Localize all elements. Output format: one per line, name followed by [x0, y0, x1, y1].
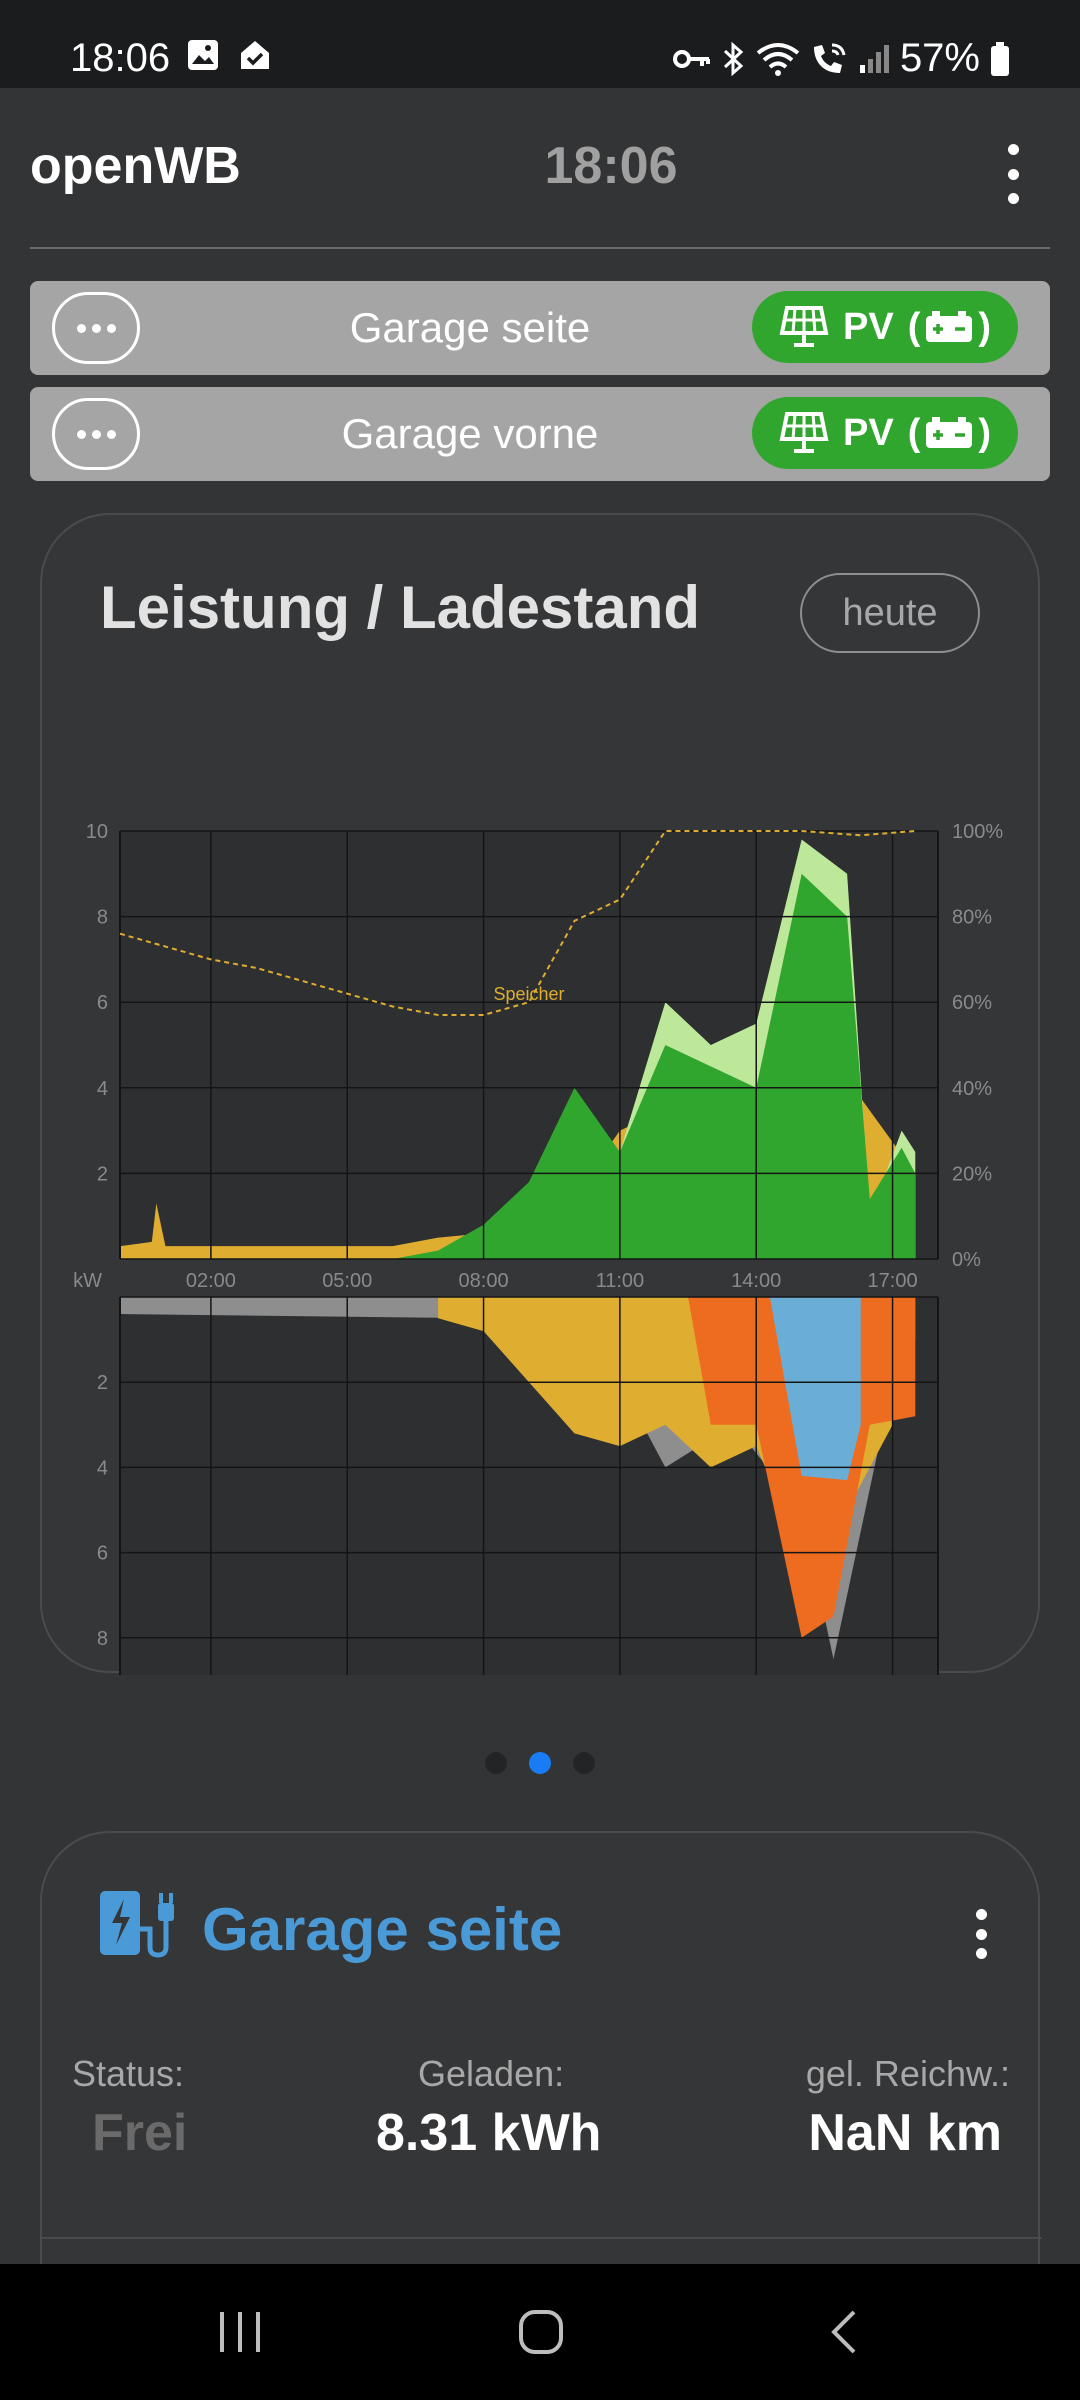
signal-icon [859, 44, 889, 73]
upper-y-tick: 8 [97, 907, 108, 929]
upper-y2-tick: 60% [952, 992, 992, 1014]
x-tick: 02:00 [186, 1270, 236, 1292]
carousel-dot-active[interactable] [529, 1752, 551, 1774]
upper-y-tick: 10 [86, 821, 108, 843]
upper-y-tick: 2 [97, 1163, 108, 1185]
power-card-title: Leistung / Ladestand [100, 574, 701, 641]
range-label: gel. Reichw.: [805, 2053, 1010, 2094]
x-tick: 11:00 [596, 1270, 645, 1292]
upper-y2-tick: 20% [952, 1163, 992, 1185]
x-tick: 14:00 [731, 1270, 781, 1292]
upper-y-tick: 4 [97, 1078, 108, 1100]
charged-value: 8.31 kWh [376, 2104, 602, 2162]
back-icon[interactable] [826, 2308, 860, 2356]
battery-icon [991, 41, 1009, 76]
carousel-dot[interactable] [573, 1752, 595, 1774]
upper-y2-tick: 100% [952, 821, 1003, 843]
recent-apps-icon[interactable] [218, 2308, 262, 2356]
header-clock: 18:06 [544, 137, 678, 195]
charging-station-icon [100, 1891, 174, 1958]
gallery-icon [188, 40, 218, 70]
charge-point-name: Garage seite [349, 304, 591, 351]
home-icon[interactable] [518, 2308, 564, 2356]
status-label: Status: [72, 2053, 185, 2094]
charged-label: Geladen: [418, 2053, 565, 2094]
x-tick: 05:00 [322, 1270, 372, 1292]
lower-y-tick: 2 [97, 1372, 108, 1394]
vpn-key-icon [672, 49, 710, 68]
pv-area [392, 873, 916, 1259]
upper-y2-tick: 40% [952, 1078, 992, 1100]
carousel-dot[interactable] [485, 1752, 507, 1774]
x-tick: 08:00 [459, 1270, 509, 1292]
charge-mode-label: PV [842, 305, 894, 348]
home-check-icon [241, 41, 269, 69]
charge-mode-button[interactable]: PV () [752, 291, 1018, 363]
charging-area [769, 1297, 861, 1481]
charge-point-name: Garage vorne [341, 410, 599, 457]
upper-y2-tick: 80% [952, 907, 992, 929]
lower-y-tick: 6 [97, 1543, 108, 1565]
more-options-button[interactable] [52, 398, 140, 470]
power-chart: Speicher 10 8 6 4 2 100% 80% 60% 40% 20% 0% 02:00 05:… [73, 821, 1003, 1675]
wifi-calling-icon [813, 43, 846, 73]
upper-y2-tick: 0% [952, 1249, 981, 1271]
card-divider [42, 2237, 1042, 2239]
header-divider [30, 247, 1050, 249]
charge-point-card-title: Garage seite [202, 1896, 563, 1963]
carousel-indicator [0, 1752, 1080, 1774]
navigation-bar [0, 2264, 1080, 2400]
period-select-button[interactable]: heute [800, 573, 980, 653]
charge-point-row: Garage vorne PV () [30, 387, 1050, 481]
soc-annotation: Speicher [493, 984, 564, 1004]
app-brand: openWB [30, 137, 241, 195]
battery-icon [926, 311, 973, 342]
battery-percent: 57% [899, 36, 980, 80]
more-options-button[interactable] [52, 292, 140, 364]
upper-y-tick: 6 [97, 992, 108, 1014]
header: openWB 18:06 [0, 88, 1080, 248]
lower-y-tick: 4 [97, 1457, 108, 1479]
charge-point-card: Garage seite Status: Frei Geladen: 8.31 … [40, 1831, 1042, 2264]
x-tick: 17:00 [868, 1270, 918, 1292]
charge-point-row: Garage seite PV () [30, 281, 1050, 375]
main-menu-button[interactable] [996, 144, 1030, 204]
battery-mode-indicator: () [907, 411, 991, 454]
charge-point-menu-button[interactable] [974, 1909, 988, 1959]
status-bar: 18:06 57% [0, 0, 1080, 88]
status-value: Frei [92, 2104, 188, 2162]
solar-panel-icon [779, 306, 829, 347]
range-value: NaN km [808, 2104, 1002, 2162]
wifi-icon [756, 42, 800, 76]
solar-panel-icon [779, 412, 829, 453]
unit-label: kW [73, 1270, 102, 1292]
battery-mode-indicator: () [907, 305, 991, 348]
app-content: openWB 18:06 Garage seite PV () Garage v… [0, 88, 1080, 2264]
charge-mode-label: PV [842, 411, 894, 454]
charge-mode-button[interactable]: PV () [752, 397, 1018, 469]
battery-icon [926, 417, 973, 448]
lower-y-tick: 8 [97, 1628, 108, 1650]
status-time: 18:06 [70, 36, 171, 80]
soc-line [119, 830, 916, 1017]
bluetooth-icon [723, 41, 744, 76]
power-chart-card: Leistung / Ladestand heute Speicher 10 8 6 4… [40, 513, 1040, 1675]
